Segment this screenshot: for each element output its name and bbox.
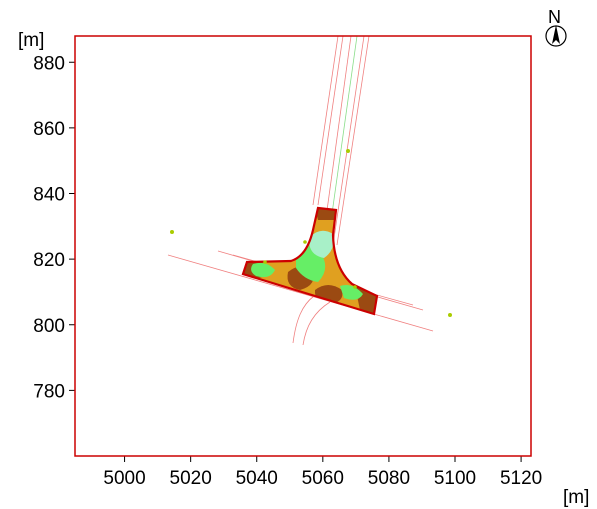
x-tick-label: 5100 <box>434 468 476 489</box>
marker-point <box>448 313 452 317</box>
x-axis: 5000 5020 5040 5060 5080 5100 5120 <box>103 456 542 489</box>
x-tick-label: 5080 <box>368 468 410 489</box>
x-tick-label: 5000 <box>103 468 145 489</box>
marker-point <box>303 240 307 244</box>
y-axis: 880 860 840 820 800 780 <box>33 53 75 402</box>
north-road <box>312 35 370 246</box>
marker-point <box>346 149 350 153</box>
y-tick-label: 860 <box>33 119 65 140</box>
survey-markers <box>170 149 452 317</box>
x-axis-unit-label: [m] <box>563 487 589 508</box>
x-tick-label: 5040 <box>236 468 278 489</box>
marker-point <box>263 260 267 264</box>
y-tick-label: 780 <box>33 381 65 402</box>
work-pad-outline <box>241 206 379 316</box>
y-tick-label: 880 <box>33 53 65 74</box>
y-axis-unit-label: [m] <box>18 30 44 51</box>
north-arrow-icon: N <box>545 7 567 47</box>
x-tick-label: 5120 <box>500 468 542 489</box>
y-tick-label: 820 <box>33 250 65 271</box>
x-tick-label: 5020 <box>170 468 212 489</box>
south-road <box>292 295 331 346</box>
road-centerline <box>328 35 358 236</box>
site-layout <box>167 35 452 346</box>
y-tick-label: 840 <box>33 185 65 206</box>
x-tick-label: 5060 <box>302 468 344 489</box>
marker-point <box>170 230 174 234</box>
marker-point <box>353 285 357 289</box>
y-tick-label: 800 <box>33 316 65 337</box>
map-frame <box>74 35 532 457</box>
north-letter: N <box>548 7 561 27</box>
